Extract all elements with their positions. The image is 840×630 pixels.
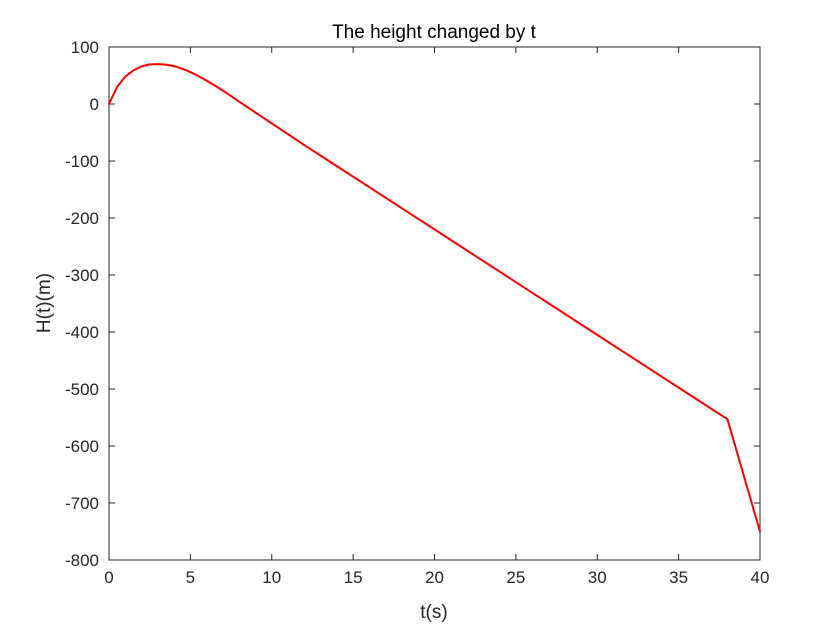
x-axis-label: t(s) [420, 602, 447, 623]
series-line [108, 63, 761, 533]
x-tick-label: 35 [669, 568, 688, 587]
x-tick-label: 40 [751, 568, 770, 587]
y-tick-label: -600 [65, 437, 99, 456]
x-tick-label: 5 [186, 568, 195, 587]
x-axis-tick-labels: 0 5 10 15 20 25 30 35 40 [104, 568, 769, 587]
x-tick-label: 20 [425, 568, 444, 587]
x-axis-ticks [108, 47, 761, 560]
y-axis-label: H(t)(m) [34, 273, 55, 333]
y-tick-label: -700 [65, 494, 99, 513]
y-tick-label: 100 [71, 38, 99, 57]
plot-area [108, 46, 761, 561]
y-tick-label: -300 [65, 266, 99, 285]
y-tick-label: -200 [65, 209, 99, 228]
y-tick-label: -400 [65, 323, 99, 342]
x-tick-label: 10 [262, 568, 281, 587]
x-tick-label: 15 [344, 568, 363, 587]
series-layer [108, 63, 761, 533]
y-axis-ticks [109, 46, 760, 561]
y-tick-label: -800 [65, 551, 99, 570]
y-tick-label: -500 [65, 380, 99, 399]
y-tick-label: -100 [65, 152, 99, 171]
y-axis-tick-labels: -800 -700 -600 -500 -400 -300 -200 -100 0 100 [65, 38, 99, 570]
x-tick-label: 0 [104, 568, 113, 587]
chart-title: The height changed by t [332, 22, 537, 43]
y-tick-label: 0 [90, 95, 99, 114]
x-tick-label: 25 [506, 568, 525, 587]
x-tick-label: 30 [588, 568, 607, 587]
